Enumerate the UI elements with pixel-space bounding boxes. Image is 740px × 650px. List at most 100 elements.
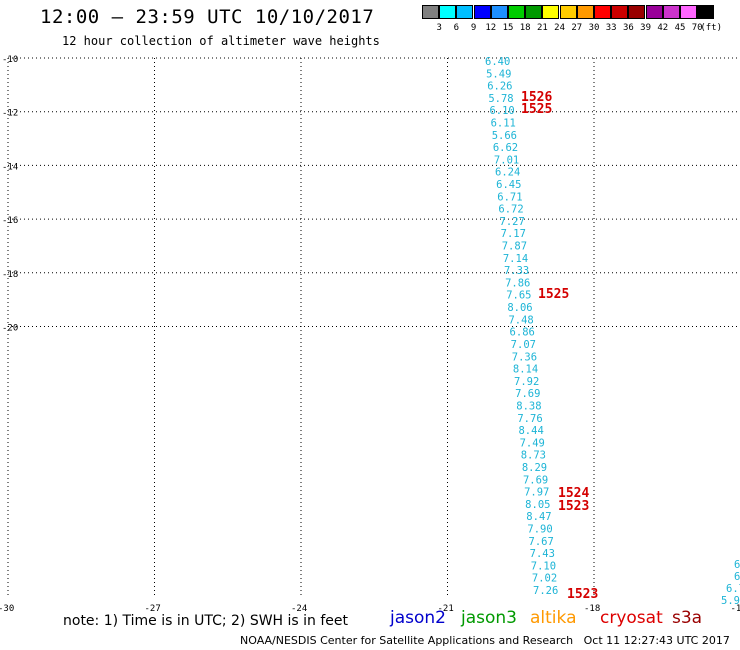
legend-swatch [645, 5, 663, 19]
wave-height-label: 6.11 [491, 118, 516, 130]
legend-tick-label: 9 [470, 23, 477, 33]
legend-swatch [508, 5, 525, 19]
wave-height-label: 6.26 [487, 81, 512, 93]
wave-height-label: 8.05 [525, 499, 550, 511]
legend-tick-label: 36 [622, 23, 634, 33]
pass-label: 1525 [538, 287, 569, 302]
legend-swatch [473, 5, 491, 19]
wave-height-label: 6.24 [495, 167, 520, 179]
timestamp-text: Oct 11 12:27:43 UTC 2017 [583, 634, 730, 647]
legend-swatch [628, 5, 646, 19]
wave-height-label: 7.33 [504, 265, 529, 277]
lat-label: -18 [2, 270, 18, 280]
wave-height-label: 7.86 [505, 277, 530, 289]
legend-tick-label: 30 [588, 23, 600, 33]
legend-swatch [680, 5, 697, 19]
wave-height-label: 7.10 [531, 560, 556, 572]
lon-label: -24 [291, 604, 307, 614]
legend-swatch [576, 5, 594, 19]
wave-height-label: 5.49 [486, 68, 511, 80]
footer-credit: NOAA/NESDIS Center for Satellite Applica… [240, 634, 730, 647]
lon-label: -30 [0, 604, 14, 614]
legend-swatch [456, 5, 474, 19]
wave-height-label: 6.40 [485, 56, 510, 68]
legend-tick-label: 27 [571, 23, 583, 33]
legend-tick-label: 24 [554, 23, 566, 33]
legend-swatch [611, 5, 629, 19]
lat-label: -14 [2, 162, 18, 172]
wave-height-label: 8.06 [507, 302, 532, 314]
wave-height-label: 7.49 [520, 437, 545, 449]
wave-height-label: 7.07 [511, 339, 536, 351]
legend-tick-label: 33 [605, 23, 617, 33]
map-subtitle: 12 hour collection of altimeter wave hei… [62, 34, 380, 48]
legend-tick-label: (ft) [700, 23, 723, 33]
legend-tick-label: 21 [536, 23, 548, 33]
wave-height-label: 7.26 [533, 585, 558, 597]
wave-height-label: 6. [734, 559, 740, 571]
legend-swatch [525, 5, 543, 19]
legend-tick-label: 42 [657, 23, 669, 33]
wave-height-label: 7.69 [515, 388, 540, 400]
legend-tick-label: 6 [453, 23, 460, 33]
wave-height-label: 5.78 [488, 93, 513, 105]
note-text: note: 1) Time is in UTC; 2) SWH is in fe… [63, 613, 349, 629]
lon-label: -15 [731, 604, 740, 614]
wave-height-label: 7.02 [532, 573, 557, 585]
satellite-jason3: jason3 [461, 608, 517, 628]
legend-swatch [490, 5, 508, 19]
lat-label: -16 [2, 216, 18, 226]
wave-height-label: 8.38 [516, 400, 541, 412]
legend-swatch [559, 5, 577, 19]
lon-label: -27 [145, 604, 161, 614]
legend-tick-label: 70 [691, 23, 703, 33]
wave-height-label: 7.14 [503, 253, 528, 265]
satellite-altika: altika [530, 608, 577, 628]
wave-height-label: 6.86 [510, 327, 535, 339]
map-title: 12:00 – 23:59 UTC 10/10/2017 [40, 6, 375, 28]
wave-height-label: 7.36 [512, 351, 537, 363]
lat-label: -10 [2, 55, 18, 65]
wave-height-label: 5.99 [721, 595, 740, 607]
wave-height-label: 7.27 [500, 216, 525, 228]
legend-swatch [439, 5, 457, 19]
wave-height-label: 7.01 [494, 154, 519, 166]
pass-label: 1524 [558, 486, 589, 501]
wave-height-label: 8.14 [513, 364, 538, 376]
wave-height-label: 6.7 [726, 583, 740, 595]
legend-swatch [422, 5, 439, 19]
credit-text: NOAA/NESDIS Center for Satellite Applica… [240, 634, 574, 647]
wave-height-label: 8.29 [522, 462, 547, 474]
legend-tick-label: 15 [502, 23, 514, 33]
pass-label: 1526 [521, 90, 552, 105]
wave-height-label: 5.66 [492, 130, 517, 142]
lon-label: -18 [584, 604, 600, 614]
legend-swatch [697, 5, 715, 19]
lon-label: -21 [438, 604, 454, 614]
wave-height-label: 6.10 [489, 105, 514, 117]
wave-height-label: 8.44 [518, 425, 543, 437]
wave-height-label: 6.72 [498, 204, 523, 216]
satellite-cryosat: cryosat [600, 608, 663, 628]
wave-height-label: 6. [734, 571, 740, 583]
wave-height-label: 7.90 [527, 523, 552, 535]
lat-label: -20 [2, 324, 18, 334]
legend-tick-label: 12 [485, 23, 497, 33]
wave-height-label: 7.43 [530, 548, 555, 560]
legend-tick-label: 39 [640, 23, 652, 33]
wave-height-map: -10 -12 -14 -16 -18 -20 -30 -27 -24 -21 -18 -15 6.40… [0, 55, 740, 614]
satellite-jason2: jason2 [390, 608, 446, 628]
legend-tick-label: 45 [674, 23, 686, 33]
pass-label: 1523 [567, 587, 598, 602]
wave-height-label: 6.71 [497, 191, 522, 203]
wave-height-label: 6.62 [493, 142, 518, 154]
legend-tick-label: 18 [519, 23, 531, 33]
legend-swatch [662, 5, 680, 19]
wave-height-label: 7.76 [517, 413, 542, 425]
wave-height-label: 7.48 [508, 314, 533, 326]
legend-swatch [594, 5, 611, 19]
pass-label: 1523 [558, 499, 589, 514]
wave-height-label: 7.92 [514, 376, 539, 388]
pass-label: 1525 [521, 102, 552, 117]
wave-height-label: 7.69 [523, 474, 548, 486]
